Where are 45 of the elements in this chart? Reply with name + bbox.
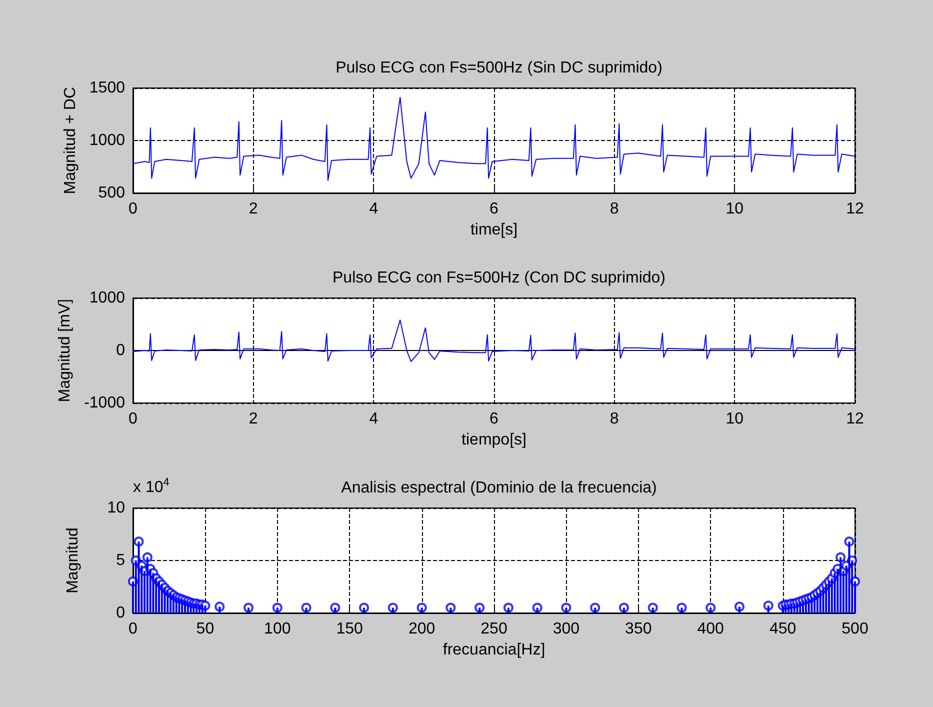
x-tick-label: 0 [128,620,138,638]
y-tick-label: 1000 [89,132,126,149]
x-tick-label: 150 [336,620,364,638]
x-tick-label: 400 [697,620,724,638]
chart-title: Pulso ECG con Fs=500Hz (Con DC suprimido) [332,270,666,286]
y-axis-title: Magnitud [mV] [56,298,74,402]
x-tick-label: 2 [248,410,258,428]
y-tick-label: 500 [98,184,126,202]
x-axis-title: tiempo[s] [462,431,526,448]
x-tick-label: 350 [625,620,652,638]
x-tick-label: 10 [726,410,744,428]
x-tick-label: 2 [248,200,258,218]
x-axis-title: time[s] [470,221,518,238]
x-tick-label: 4 [369,410,378,428]
x-tick-label: 50 [196,620,214,638]
y-tick-label: 1500 [89,80,126,96]
y-tick-label: 1000 [89,290,126,306]
y-axis-title: Magnitud [64,528,82,594]
x-tick-label: 12 [846,410,864,428]
y-tick-label: 10 [107,500,126,516]
x-tick-label: 8 [610,200,619,218]
x-tick-label: 450 [769,620,796,638]
x-tick-label: 10 [726,200,744,218]
y-tick-label: -1000 [84,394,126,412]
chart-title: Analisis espectral (Dominio de la frecuencia) [341,480,657,496]
y-axis-title: Magnitud + DC [62,86,80,194]
x-tick-label: 500 [842,620,868,638]
x-tick-label: 0 [128,200,138,218]
x-axis-title: frecuancia[Hz] [442,641,546,658]
chart-title: Pulso ECG con Fs=500Hz (Sin DC suprimido) [336,60,662,76]
x-tick-label: 250 [480,620,508,638]
y-tick-label: 0 [116,604,126,622]
x-tick-label: 200 [408,620,436,638]
y-tick-label: 0 [116,342,126,359]
x-tick-label: 4 [369,200,378,218]
x-tick-label: 12 [846,200,864,218]
line-series [132,320,856,362]
y-tick-label: 5 [116,552,126,569]
x-tick-label: 100 [264,620,291,638]
line-series [132,96,856,181]
x-tick-label: 300 [552,620,580,638]
x-tick-label: 6 [490,200,499,218]
x-tick-label: 6 [490,410,499,428]
x-tick-label: 0 [128,410,138,428]
x-tick-label: 8 [610,410,619,428]
